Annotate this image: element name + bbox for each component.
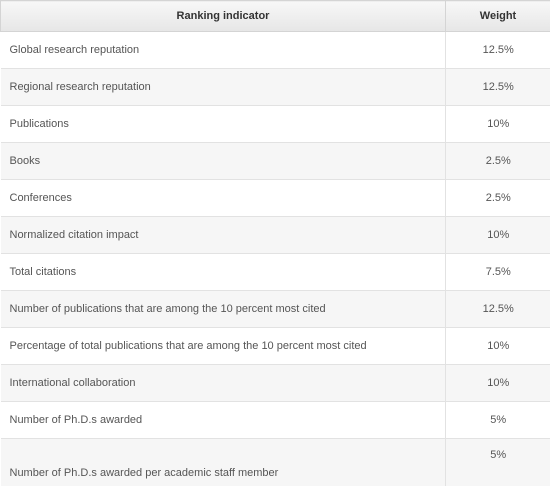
- weight-cell: 10%: [446, 106, 550, 143]
- indicator-cell: Publications: [1, 106, 446, 143]
- weight-cell: 10%: [446, 217, 550, 254]
- indicator-cell: Number of Ph.D.s awarded per academic st…: [1, 439, 446, 486]
- indicator-cell: Books: [1, 143, 446, 180]
- table-row: Percentage of total publications that ar…: [1, 328, 550, 365]
- header-cell: Ranking indicator: [1, 1, 446, 32]
- weight-cell: 7.5%: [446, 254, 550, 291]
- weight-cell: 10%: [446, 365, 550, 402]
- indicator-cell: Number of Ph.D.s awarded: [1, 402, 446, 439]
- table-row: Number of publications that are among th…: [1, 291, 550, 328]
- weight-cell: 2.5%: [446, 143, 550, 180]
- header-row: Ranking indicator Weight: [1, 1, 550, 32]
- indicator-cell: Global research reputation: [1, 32, 446, 69]
- indicator-cell: Percentage of total publications that ar…: [1, 328, 446, 365]
- indicator-cell: Total citations: [1, 254, 446, 291]
- table-header: Ranking indicator Weight: [1, 1, 550, 32]
- header-cell: Weight: [446, 1, 550, 32]
- weight-cell: 2.5%: [446, 180, 550, 217]
- weight-cell: 12.5%: [446, 69, 550, 106]
- weight-cell: 5%: [446, 402, 550, 439]
- indicator-cell: Conferences: [1, 180, 446, 217]
- indicator-cell: Regional research reputation: [1, 69, 446, 106]
- indicator-cell: Normalized citation impact: [1, 217, 446, 254]
- weight-cell: 10%: [446, 328, 550, 365]
- table-row: Number of Ph.D.s awarded per academic st…: [1, 439, 550, 486]
- weight-cell: 5%: [446, 439, 550, 486]
- indicator-cell: International collaboration: [1, 365, 446, 402]
- weight-cell: 12.5%: [446, 291, 550, 328]
- indicator-cell: Number of publications that are among th…: [1, 291, 446, 328]
- weight-cell: 12.5%: [446, 32, 550, 69]
